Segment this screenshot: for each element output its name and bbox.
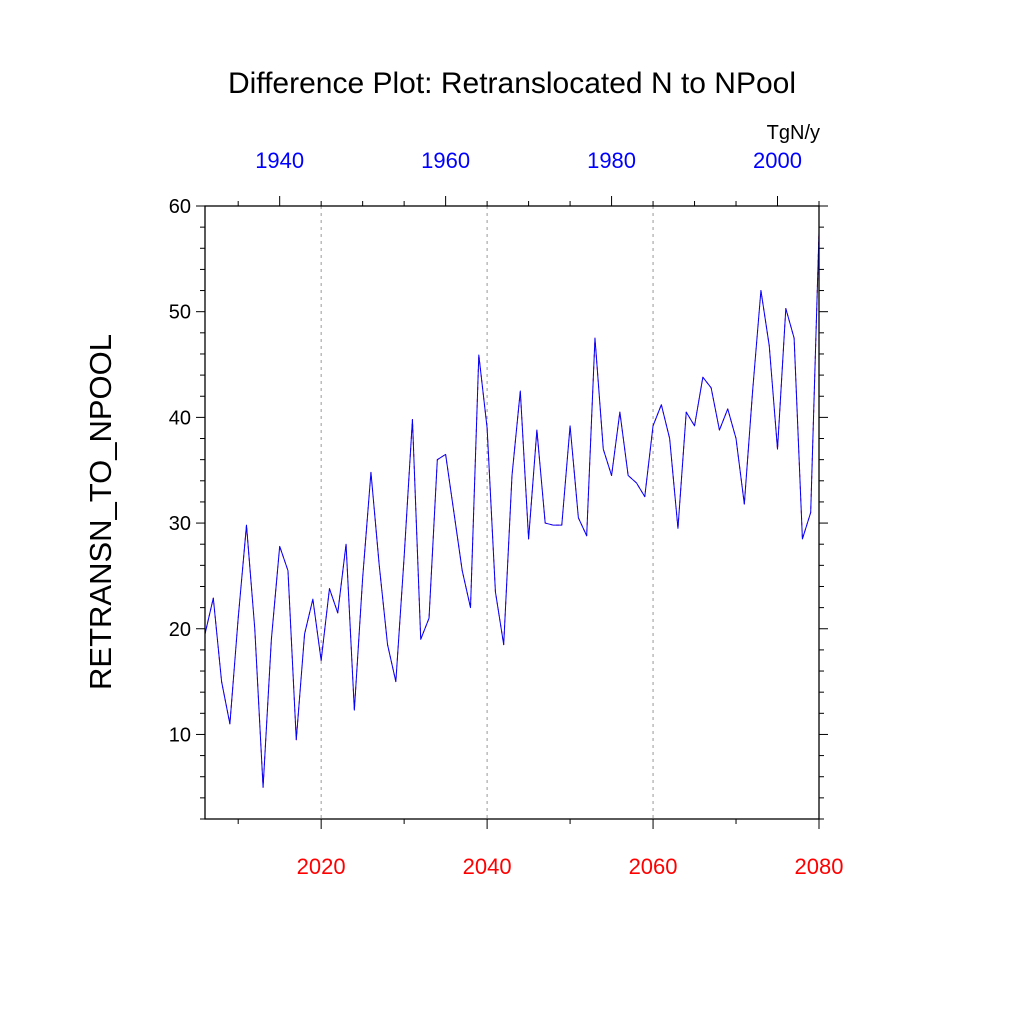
- y-tick-label: 20: [169, 619, 191, 641]
- x-top-tick-label: 2000: [753, 148, 802, 173]
- units-label: TgN/y: [767, 122, 820, 144]
- x-bottom-tick-label: 2040: [463, 854, 512, 879]
- x-top-tick-label: 1980: [587, 148, 636, 173]
- series-line-1: [204, 232, 820, 788]
- y-tick-label: 50: [169, 302, 191, 324]
- grid-lines: [320, 206, 654, 819]
- y-tick-label: 60: [169, 196, 191, 218]
- y-axis-label: RETRANSN_TO_NPOOL: [83, 334, 118, 690]
- y-tick-label: 10: [169, 724, 191, 746]
- x-bottom-tick-label: 2020: [297, 854, 346, 879]
- x-top-tick-label: 1960: [421, 148, 470, 173]
- series-line-2: [204, 232, 820, 788]
- axes: 10 20 30 40 50 60 2020 2040 2060 2080 1940 1960 1980…: [169, 148, 844, 879]
- y-tick-label: 30: [169, 513, 191, 535]
- plot-frame: [204, 205, 820, 820]
- chart-title: Difference Plot: Retranslocated N to NPo…: [228, 67, 796, 100]
- series-layer: [204, 232, 820, 788]
- x-bottom-tick-label: 2060: [629, 854, 678, 879]
- x-bottom-tick-label: 2080: [795, 854, 844, 879]
- x-top-tick-label: 1940: [255, 148, 304, 173]
- y-tick-label: 40: [169, 407, 191, 429]
